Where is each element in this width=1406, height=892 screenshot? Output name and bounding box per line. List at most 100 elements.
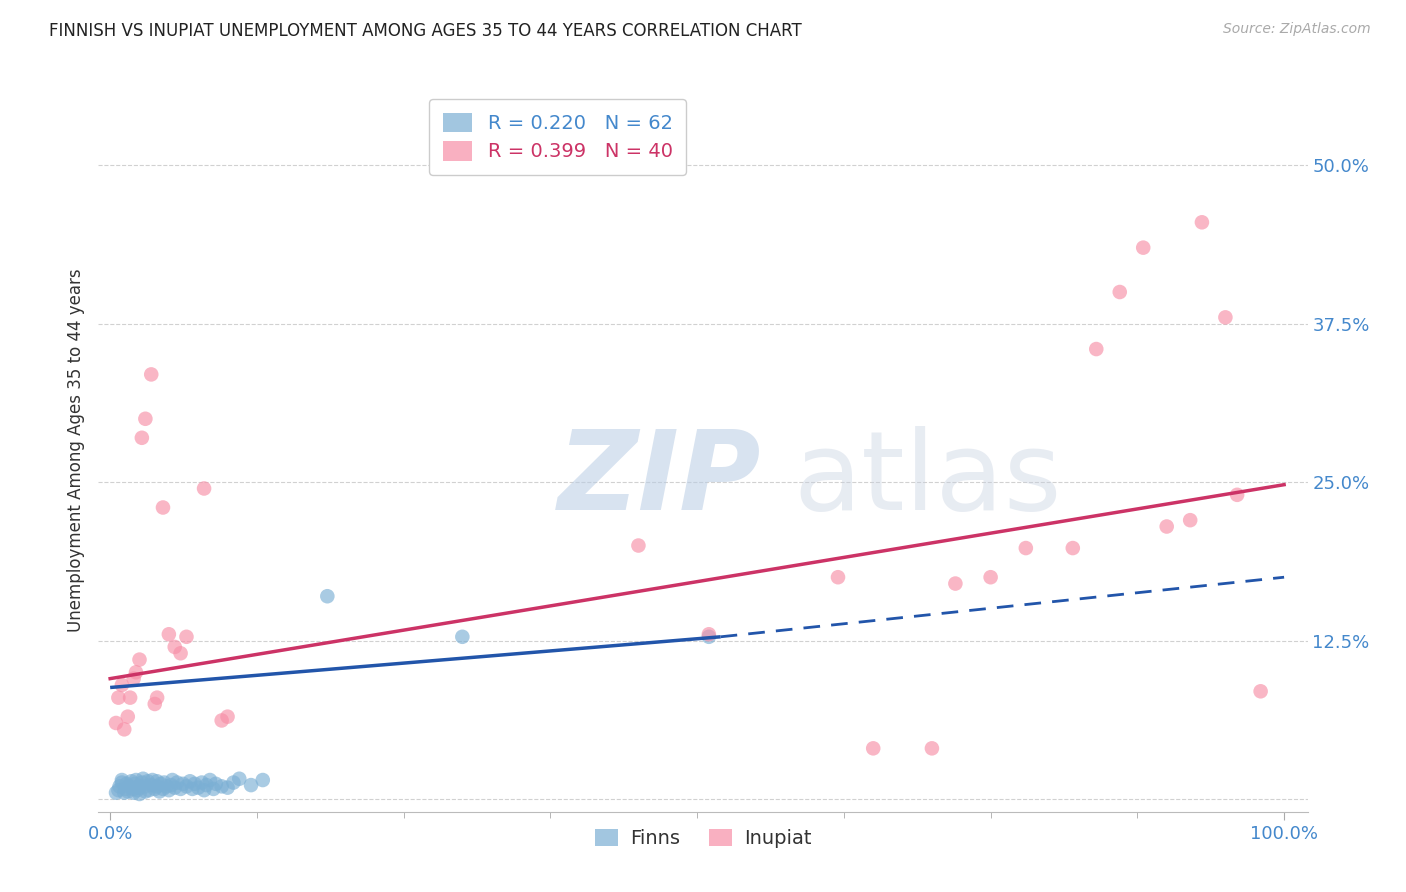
Point [183,777,205,791]
Point [211,714,233,728]
Point [131,775,153,789]
Point [112,723,135,737]
Point [179,774,201,789]
Point [132,772,155,786]
Point [202,781,225,796]
Point [1132,241,1154,255]
Point [111,678,134,692]
Point [141,772,163,787]
Point [117,784,139,798]
Point [1015,541,1038,555]
Point [217,709,239,723]
Point [1180,513,1202,527]
Point [120,774,142,789]
Point [127,780,149,794]
Point [1108,285,1130,299]
Point [143,697,166,711]
Point [118,780,141,794]
Point [141,368,163,382]
Text: atlas: atlas [793,425,1062,533]
Point [1085,342,1108,356]
Point [157,783,180,797]
Point [697,630,720,644]
Point [134,784,156,798]
Point [136,774,159,789]
Point [980,570,1002,584]
Point [240,778,263,792]
Point [108,780,131,794]
Point [1226,488,1249,502]
Point [127,783,149,797]
Point [176,630,198,644]
Point [160,778,183,792]
Point [111,775,134,789]
Point [128,652,150,666]
Point [122,786,145,800]
Point [228,772,250,786]
Point [105,716,128,731]
Point [176,780,198,794]
Point [138,783,160,797]
Point [114,781,136,796]
Point [122,672,145,686]
Point [1156,519,1178,533]
Point [146,690,169,705]
Point [697,627,720,641]
Point [152,500,174,515]
Point [1191,215,1213,229]
Point [141,778,163,792]
Point [195,778,218,792]
Point [222,775,245,789]
Point [112,786,135,800]
Point [193,783,215,797]
Point [128,780,150,795]
Point [148,784,170,798]
Point [143,781,166,796]
Point [204,777,226,791]
Point [107,783,129,797]
Point [1250,684,1272,698]
Point [128,787,150,801]
Point [155,780,177,794]
Point [451,630,474,644]
Point [193,482,215,496]
Point [198,772,221,787]
Point [181,781,204,796]
Point [105,786,128,800]
Point [125,665,148,680]
Point [134,411,156,425]
Point [115,777,138,791]
Text: Source: ZipAtlas.com: Source: ZipAtlas.com [1223,22,1371,37]
Legend: Finns, Inupiat: Finns, Inupiat [586,822,820,856]
Point [152,781,174,796]
Point [169,646,191,660]
Point [117,709,139,723]
Text: FINNISH VS INUPIAT UNEMPLOYMENT AMONG AGES 35 TO 44 YEARS CORRELATION CHART: FINNISH VS INUPIAT UNEMPLOYMENT AMONG AG… [49,22,801,40]
Point [157,627,180,641]
Point [107,690,129,705]
Point [146,774,169,789]
Point [124,777,146,791]
Point [169,781,191,796]
Point [316,589,339,603]
Y-axis label: Unemployment Among Ages 35 to 44 years: Unemployment Among Ages 35 to 44 years [66,268,84,632]
Point [146,780,169,794]
Point [163,640,186,654]
Text: ZIP: ZIP [558,425,762,533]
Point [211,780,233,794]
Point [172,777,194,791]
Point [921,741,943,756]
Point [252,772,274,787]
Point [131,431,153,445]
Point [153,775,176,789]
Point [162,772,184,787]
Point [187,780,209,795]
Point [163,780,186,795]
Point [134,780,156,794]
Point [1215,310,1237,325]
Point [149,777,172,791]
Point [122,781,145,796]
Point [945,576,967,591]
Point [827,570,849,584]
Point [111,772,134,787]
